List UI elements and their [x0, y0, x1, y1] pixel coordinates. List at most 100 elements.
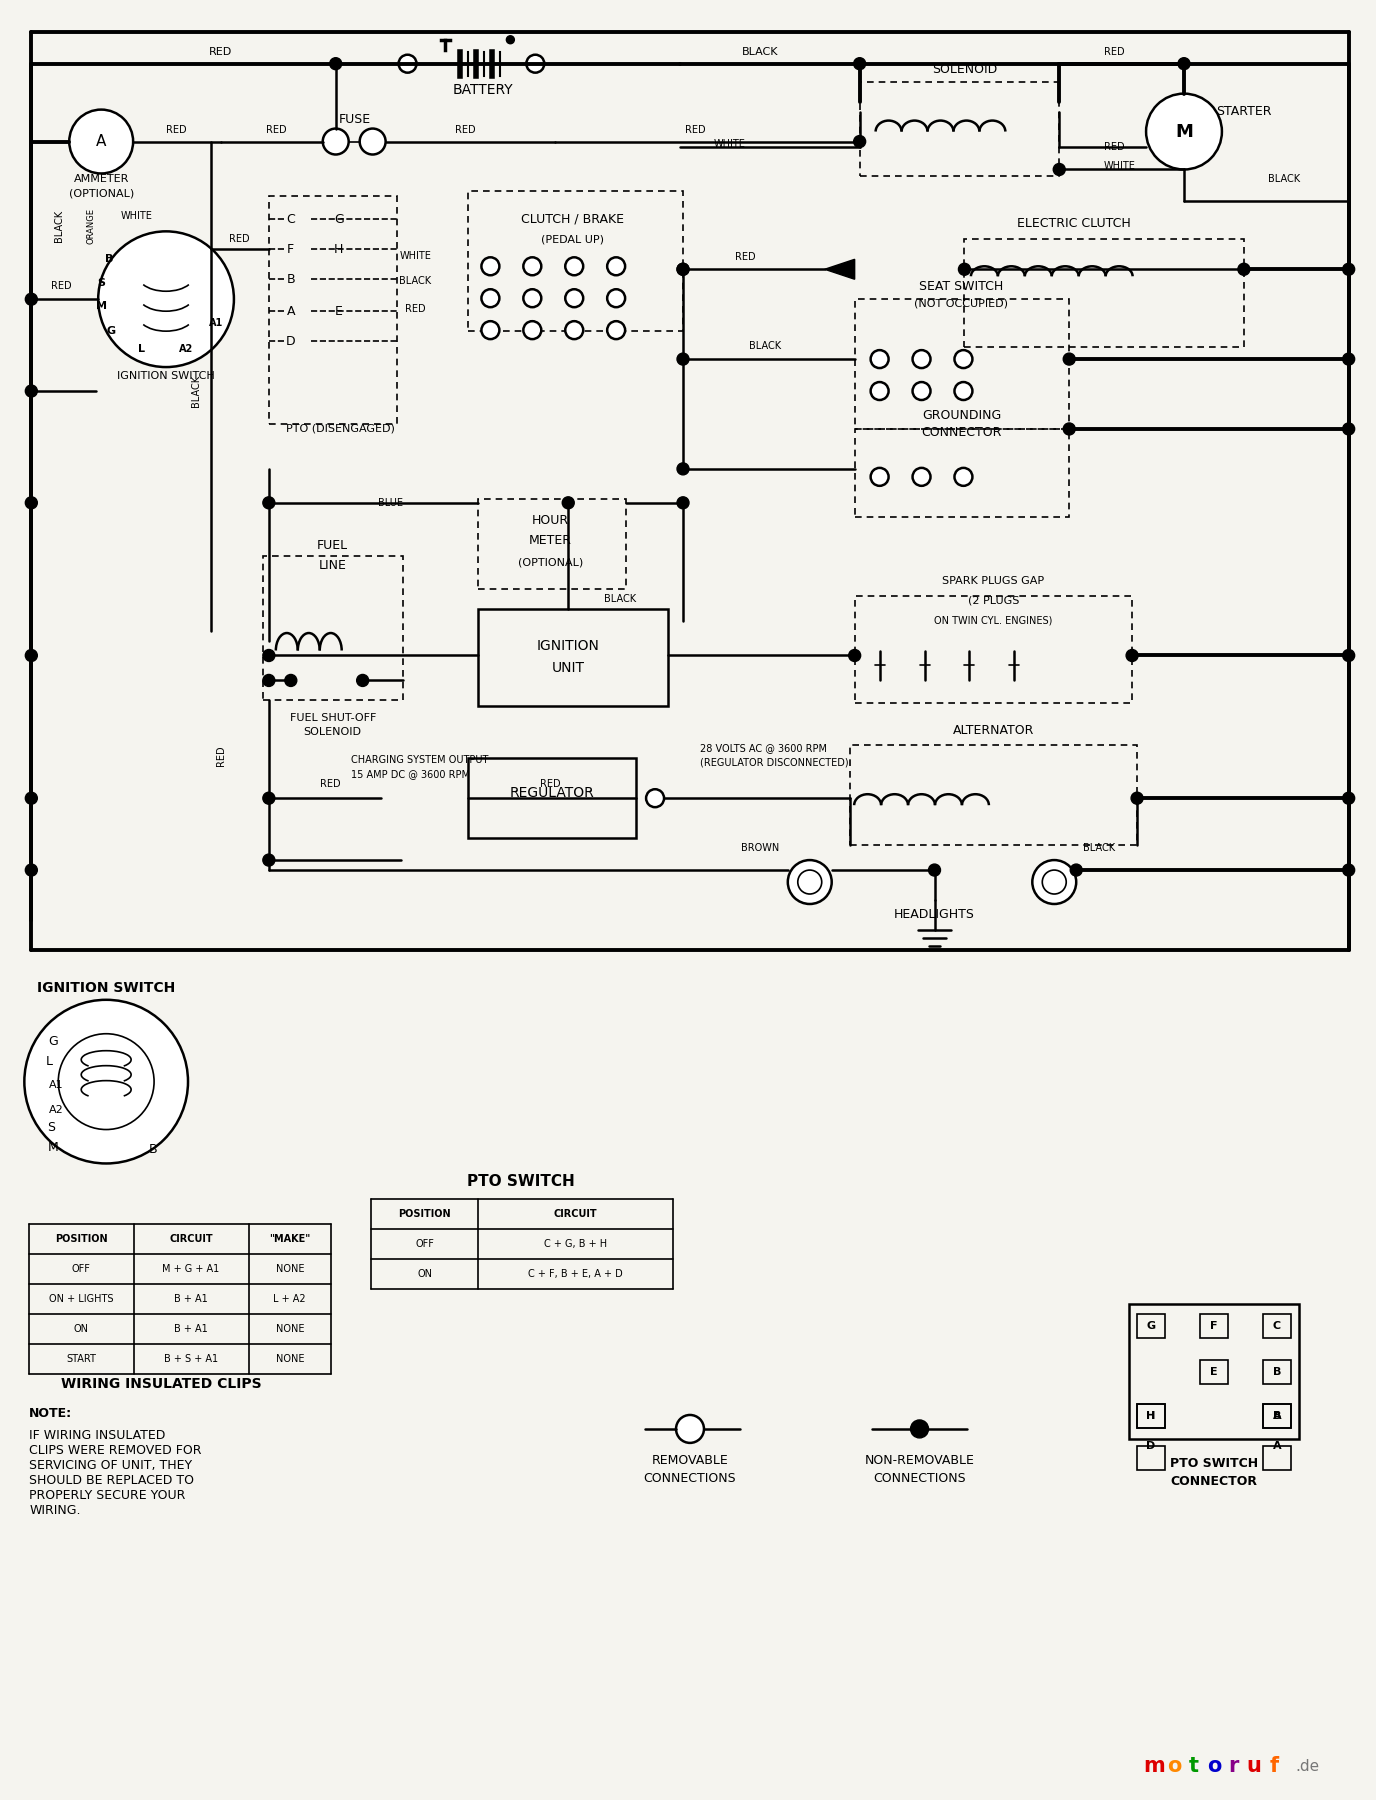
Circle shape	[849, 650, 860, 661]
Circle shape	[1053, 164, 1065, 175]
Bar	[1263, 1361, 1291, 1384]
Circle shape	[607, 320, 625, 338]
Text: r: r	[1229, 1757, 1238, 1777]
Text: BLACK: BLACK	[1083, 842, 1115, 853]
Text: PTO SWITCH: PTO SWITCH	[1170, 1458, 1258, 1471]
Text: RED: RED	[266, 124, 286, 135]
Circle shape	[677, 497, 689, 509]
Bar	[468, 758, 636, 839]
Bar	[854, 428, 1069, 517]
Text: S: S	[47, 1121, 55, 1134]
Text: CONNECTOR: CONNECTOR	[922, 427, 1002, 439]
Circle shape	[677, 263, 689, 275]
Circle shape	[482, 320, 499, 338]
Text: ELECTRIC CLUTCH: ELECTRIC CLUTCH	[1017, 216, 1131, 230]
Text: UNIT: UNIT	[552, 661, 585, 675]
Circle shape	[263, 853, 275, 866]
Text: m: m	[1143, 1757, 1165, 1777]
Text: RED: RED	[216, 745, 226, 765]
Text: WHITE: WHITE	[120, 211, 153, 221]
Text: SOLENOID: SOLENOID	[304, 727, 362, 738]
Circle shape	[263, 650, 275, 661]
Text: SOLENOID: SOLENOID	[932, 63, 998, 76]
Text: RED: RED	[209, 47, 233, 58]
Bar	[849, 745, 1137, 846]
Bar	[468, 191, 682, 331]
Text: BLACK: BLACK	[54, 211, 65, 243]
Text: ON + LIGHTS: ON + LIGHTS	[50, 1294, 113, 1305]
Circle shape	[1343, 864, 1354, 877]
Bar	[263, 556, 403, 700]
Circle shape	[676, 1415, 705, 1444]
Bar	[479, 499, 626, 589]
Text: BLACK: BLACK	[191, 374, 201, 407]
Circle shape	[263, 792, 275, 805]
Text: WHITE: WHITE	[399, 252, 432, 261]
Text: A1: A1	[209, 319, 223, 328]
Circle shape	[871, 468, 889, 486]
Text: ALTERNATOR: ALTERNATOR	[952, 724, 1035, 736]
Circle shape	[523, 257, 541, 275]
Text: u: u	[1247, 1757, 1262, 1777]
Circle shape	[1064, 423, 1075, 436]
Circle shape	[1343, 353, 1354, 365]
Text: H: H	[334, 243, 344, 256]
Text: HEADLIGHTS: HEADLIGHTS	[894, 909, 976, 922]
Circle shape	[1343, 792, 1354, 805]
Text: SPARK PLUGS GAP: SPARK PLUGS GAP	[943, 576, 1044, 585]
Text: BROWN: BROWN	[740, 842, 779, 853]
Text: L + A2: L + A2	[274, 1294, 305, 1305]
Circle shape	[506, 36, 515, 43]
Text: C + F, B + E, A + D: C + F, B + E, A + D	[528, 1269, 622, 1280]
Circle shape	[1343, 650, 1354, 661]
Text: D: D	[1146, 1440, 1156, 1451]
Circle shape	[69, 110, 133, 173]
Bar	[1263, 1404, 1291, 1427]
Text: RED: RED	[1104, 142, 1124, 151]
Text: HOUR: HOUR	[531, 515, 568, 527]
Text: S: S	[98, 279, 105, 288]
Bar	[854, 596, 1132, 704]
Circle shape	[911, 1420, 929, 1438]
Circle shape	[929, 864, 940, 877]
Text: L: L	[45, 1055, 52, 1067]
Circle shape	[677, 463, 689, 475]
Bar	[1263, 1314, 1291, 1337]
Text: H: H	[1146, 1411, 1156, 1420]
Text: NON-REMOVABLE: NON-REMOVABLE	[864, 1454, 974, 1467]
Text: IGNITION: IGNITION	[537, 639, 600, 653]
Text: 28 VOLTS AC @ 3600 RPM: 28 VOLTS AC @ 3600 RPM	[700, 743, 827, 754]
Circle shape	[788, 860, 831, 904]
Text: (REGULATOR DISCONNECTED): (REGULATOR DISCONNECTED)	[700, 758, 849, 767]
Circle shape	[399, 54, 417, 72]
Circle shape	[523, 320, 541, 338]
Text: IGNITION SWITCH: IGNITION SWITCH	[37, 981, 175, 995]
Text: A2: A2	[50, 1105, 63, 1114]
Text: CONNECTIONS: CONNECTIONS	[644, 1472, 736, 1485]
Text: M + G + A1: M + G + A1	[162, 1264, 220, 1274]
Text: (PEDAL UP): (PEDAL UP)	[541, 234, 604, 245]
Text: B: B	[105, 254, 113, 265]
Bar	[1137, 1404, 1165, 1427]
Text: BLACK: BLACK	[399, 275, 432, 286]
Text: A2: A2	[179, 344, 193, 355]
Text: STARTER: STARTER	[1216, 104, 1271, 119]
Text: t: t	[1189, 1757, 1198, 1777]
Circle shape	[563, 497, 574, 509]
Text: RED: RED	[228, 234, 249, 245]
Circle shape	[1238, 263, 1249, 275]
Circle shape	[912, 382, 930, 400]
Text: BLACK: BLACK	[742, 47, 777, 58]
Text: BLACK: BLACK	[604, 594, 636, 603]
Text: M: M	[1175, 122, 1193, 140]
Circle shape	[871, 351, 889, 367]
Text: NONE: NONE	[275, 1325, 304, 1334]
Circle shape	[1146, 94, 1222, 169]
Text: G: G	[1146, 1321, 1156, 1332]
Bar	[1263, 1445, 1291, 1471]
Text: B: B	[286, 274, 294, 286]
Text: C: C	[1273, 1321, 1281, 1332]
Circle shape	[912, 351, 930, 367]
Circle shape	[58, 1033, 154, 1130]
Text: METER: METER	[528, 535, 572, 547]
